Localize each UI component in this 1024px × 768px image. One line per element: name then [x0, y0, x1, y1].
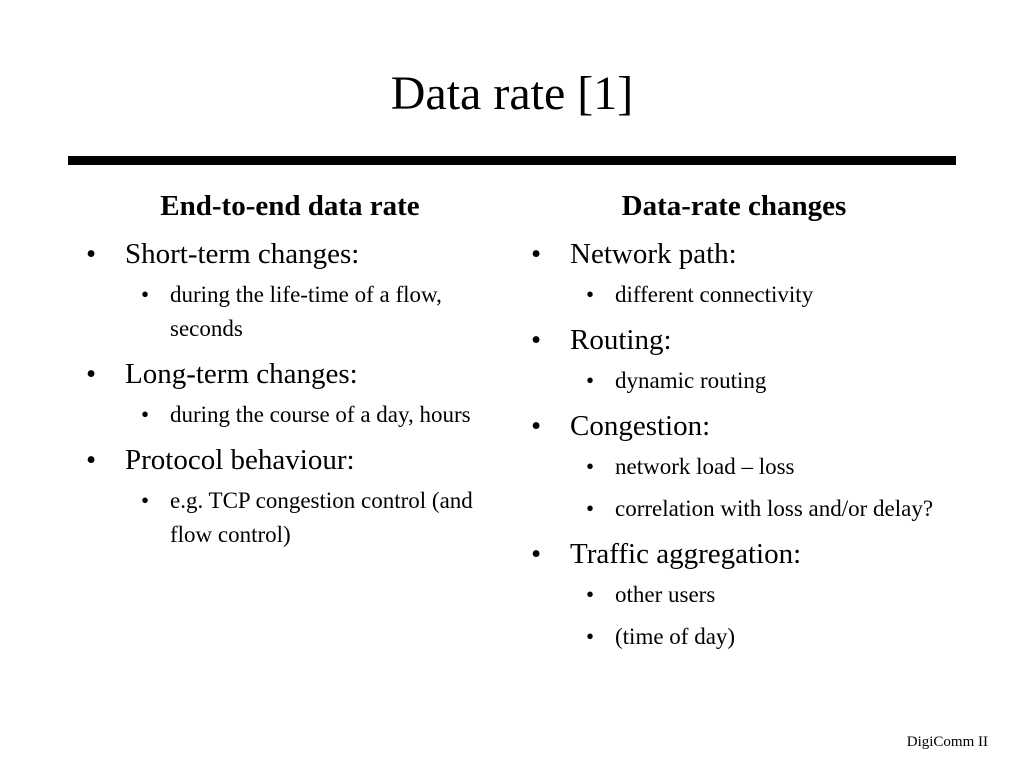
bullet-item: • Congestion: • network load – loss • co… [525, 406, 955, 526]
sub-bullet-text: correlation with loss and/or delay? [615, 496, 934, 521]
slide-footer: DigiComm II [906, 734, 988, 750]
sub-bullet-list: • e.g. TCP congestion control (and flow … [125, 484, 500, 552]
bullet-text: Traffic aggregation: [570, 538, 802, 570]
sub-bullet-item: • e.g. TCP congestion control (and flow … [125, 484, 500, 552]
bullet-icon: • [531, 410, 542, 442]
sub-bullet-list: • different connectivity [570, 278, 955, 312]
slide-title: Data rate [1] [390, 67, 634, 120]
sub-bullet-icon: • [586, 582, 595, 607]
bullet-text: Long-term changes: [125, 358, 358, 390]
title-divider [68, 156, 956, 165]
sub-bullet-text: e.g. TCP congestion control (and flow co… [170, 488, 473, 547]
sub-bullet-text: other users [615, 582, 716, 607]
bullet-icon: • [86, 444, 97, 476]
left-column-heading: End-to-end data rate [160, 190, 420, 222]
bullet-text: Short-term changes: [125, 238, 360, 270]
sub-bullet-text: (time of day) [615, 624, 736, 649]
right-bullet-list: • Network path: • different connectivity… [525, 234, 955, 654]
sub-bullet-text: during the course of a day, hours [170, 402, 471, 427]
sub-bullet-list: • during the course of a day, hours [125, 398, 500, 432]
bullet-item: • Network path: • different connectivity [525, 234, 955, 312]
right-column-heading: Data-rate changes [621, 190, 847, 222]
sub-bullet-icon: • [586, 282, 595, 307]
bullet-item: • Long-term changes: • during the course… [80, 354, 500, 432]
sub-bullet-icon: • [586, 624, 595, 649]
bullet-text: Protocol behaviour: [125, 444, 355, 476]
sub-bullet-item: • during the course of a day, hours [125, 398, 500, 432]
sub-bullet-list: • network load – loss • correlation with… [570, 450, 955, 526]
sub-bullet-list: • dynamic routing [570, 364, 955, 398]
sub-bullet-text: network load – loss [615, 454, 795, 479]
sub-bullet-text: different connectivity [615, 282, 814, 307]
bullet-icon: • [531, 238, 542, 270]
bullet-icon: • [531, 324, 542, 356]
bullet-item: • Protocol behaviour: • e.g. TCP congest… [80, 440, 500, 552]
sub-bullet-icon: • [141, 402, 150, 427]
sub-bullet-item: • different connectivity [570, 278, 955, 312]
bullet-item: • Routing: • dynamic routing [525, 320, 955, 398]
sub-bullet-icon: • [586, 454, 595, 479]
sub-bullet-list: • during the life-time of a flow, second… [125, 278, 500, 346]
sub-bullet-item: • dynamic routing [570, 364, 955, 398]
sub-bullet-item: • network load – loss [570, 450, 955, 484]
sub-bullet-item: • during the life-time of a flow, second… [125, 278, 500, 346]
left-bullet-list: • Short-term changes: • during the life-… [80, 234, 500, 552]
left-column: End-to-end data rate • Short-term change… [80, 186, 500, 560]
sub-bullet-text: during the life-time of a flow, seconds [170, 282, 442, 341]
bullet-icon: • [86, 358, 97, 390]
bullet-text: Network path: [570, 238, 737, 270]
sub-bullet-item: • other users [570, 578, 955, 612]
bullet-text: Routing: [570, 324, 672, 356]
sub-bullet-icon: • [141, 488, 150, 513]
sub-bullet-list: • other users • (time of day) [570, 578, 955, 654]
sub-bullet-item: • correlation with loss and/or delay? [570, 492, 955, 526]
sub-bullet-icon: • [586, 368, 595, 393]
bullet-item: • Short-term changes: • during the life-… [80, 234, 500, 346]
bullet-icon: • [531, 538, 542, 570]
bullet-text: Congestion: [570, 410, 711, 442]
sub-bullet-icon: • [586, 496, 595, 521]
right-column: Data-rate changes • Network path: • diff… [525, 186, 955, 662]
sub-bullet-icon: • [141, 282, 150, 307]
bullet-icon: • [86, 238, 97, 270]
sub-bullet-item: • (time of day) [570, 620, 955, 654]
sub-bullet-text: dynamic routing [615, 368, 767, 393]
bullet-item: • Traffic aggregation: • other users • (… [525, 534, 955, 654]
